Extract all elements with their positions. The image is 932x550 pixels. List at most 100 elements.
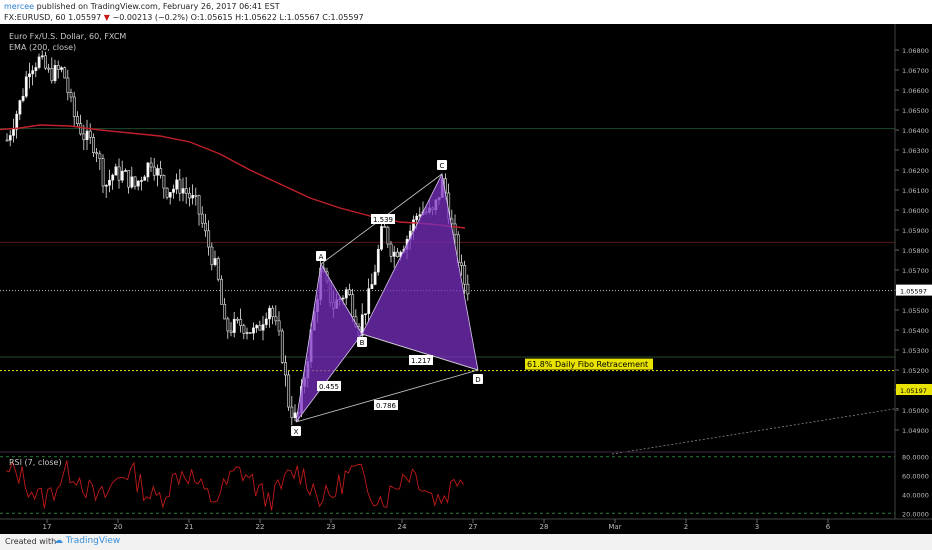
candle-body [28,73,31,78]
candle-body [178,179,182,194]
pattern-point-box [437,160,447,170]
ratio-box [374,400,398,410]
candle-body [236,318,239,321]
close-value: C:1.05597 [322,13,364,22]
rsi-line [5,460,464,511]
candle-body [463,265,467,285]
candle-body [204,222,207,232]
candle-body [364,313,367,316]
candle-body [181,188,185,194]
price-tag2: 1.05197 [900,387,927,395]
time-tick-label: 22 [256,523,265,531]
candle-body [226,318,230,332]
candle-body [165,187,169,198]
pattern-triangle-xab [295,262,363,423]
price-tick-label: 1.06000 [902,207,929,215]
candle-body [274,316,278,322]
price-tick-label: 1.05700 [902,267,929,275]
candle-body [194,195,198,197]
candle-body [242,325,246,334]
pattern-point-label: X [294,428,299,436]
created-with-text: Created with [5,537,57,546]
candle-body [220,278,223,305]
candle-body [156,168,159,176]
harmonic-pattern[interactable]: X A B C D 0.455 1.539 1.217 0.786 61.8% Daily Fib… [291,160,901,455]
candle-body [392,251,396,257]
rsi-panel: 80.0000 60.0000 40.0000 20.0000 [0,451,929,518]
pattern-line-bd [361,333,479,371]
candle-body [466,283,470,295]
price-tag2-box [896,384,932,395]
candle-body [367,288,371,315]
candle-body [130,176,134,188]
rsi-tick-label: 40.0000 [902,491,929,499]
candle-body [40,55,44,58]
candle-body [268,307,271,320]
candle-body [53,65,57,82]
candle-body [101,158,105,187]
candle-body [168,192,172,198]
symbol-label: FX:EURUSD, 60 [4,13,66,22]
ratio-label: 0.455 [319,383,339,391]
candle-body [277,320,281,332]
candle-body [396,251,399,257]
candle-body [133,176,137,187]
time-tick-label: Mar [608,523,621,531]
candle-body [389,243,393,257]
price-tag: 1.05597 [900,288,927,296]
tradingview-logo[interactable]: ☁ TradingView [54,536,121,546]
candle-body [200,213,204,224]
tradingview-brand: TradingView [65,536,121,546]
candle-body [188,192,191,199]
time-tick-label: 24 [398,523,407,531]
footer-bar: Created with ☁ TradingView [0,534,932,550]
price-tick-label: 1.05400 [902,327,929,335]
chart-header: mercee published on TradingView.com, Feb… [0,0,932,24]
candle-body [66,77,70,93]
price-axis[interactable]: 1.06800 1.06700 1.06600 1.06500 1.06400 1.063… [894,24,932,519]
candle-body [69,92,73,98]
author-link[interactable]: mercee [4,2,35,11]
down-arrow-icon: ▼ [103,13,110,22]
candle-body [216,258,220,280]
chart-area[interactable]: X A B C D 0.455 1.539 1.217 0.786 61.8% Daily Fib… [0,24,932,534]
candle-body [159,168,163,176]
candle-body [72,96,76,117]
candle-body [252,327,255,334]
open-value: O:1.05615 [190,13,233,22]
candle-body [24,76,28,97]
candle-body [108,179,111,186]
time-tick-label: 21 [185,523,194,531]
candle-body [341,297,345,300]
candle-body [18,100,22,115]
candle-body [380,226,383,250]
time-axis[interactable]: 17 20 21 22 23 24 27 28 Mar 2 3 6 [0,518,932,531]
candle-body [360,314,364,336]
publish-line: mercee published on TradingView.com, Feb… [4,1,280,12]
candle-body [293,412,297,419]
candle-body [376,248,380,273]
time-tick-label: 2 [684,523,688,531]
candle-body [21,95,25,101]
legend-title: Euro Fx/U.S. Dollar, 60, FXCM [9,32,126,41]
candle-body [152,166,156,176]
candle-body [117,166,121,181]
candle-body [127,170,131,188]
candle-body [15,113,19,130]
candle-body [223,304,227,320]
candle-body [229,330,233,333]
candle-body [264,318,268,325]
high-value: H:1.05622 [235,13,277,22]
candle-body [146,162,150,178]
chart-canvas[interactable]: X A B C D 0.455 1.539 1.217 0.786 61.8% Daily Fib… [0,24,932,534]
trend-line [611,407,901,455]
time-tick-label: 3 [755,523,759,531]
candle-body [104,184,108,187]
candle-body [197,195,201,215]
price-tick-label: 1.05800 [902,247,929,255]
candle-body [63,67,67,79]
candle-body [415,215,419,221]
rsi-tick-label: 80.0000 [902,454,929,462]
rsi-label: RSI (7, close) [9,458,62,467]
price-tick-label: 1.05500 [902,307,929,315]
